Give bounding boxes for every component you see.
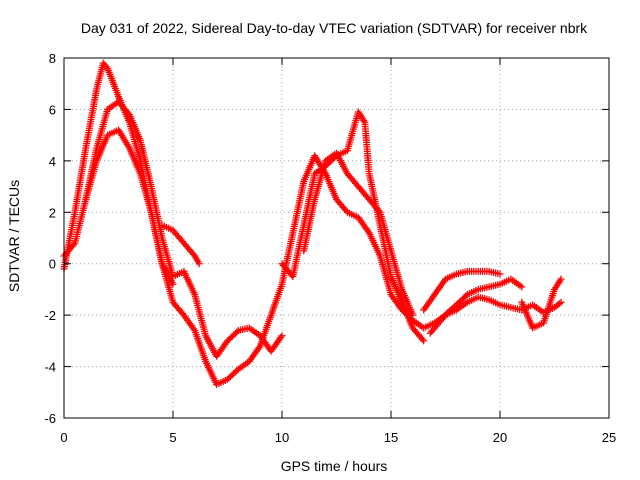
data-point (557, 298, 565, 306)
y-tick-label: -6 (44, 411, 56, 426)
series-arc-3 (82, 126, 177, 288)
data-point (70, 241, 78, 249)
y-tick-label: 8 (49, 51, 56, 66)
chart-title: Day 031 of 2022, Sidereal Day-to-day VTE… (81, 20, 588, 36)
y-tick-label: 0 (49, 257, 56, 272)
axis-ticks (63, 57, 610, 419)
data-point (342, 207, 350, 215)
data-point (233, 328, 241, 336)
y-axis-label: SDTVAR / TECUs (6, 180, 22, 292)
series-arc-6 (300, 149, 417, 319)
y-tick-label: -4 (44, 360, 56, 375)
y-tick-label: 6 (49, 102, 56, 117)
data-point (555, 300, 563, 308)
data-point (195, 260, 203, 268)
data-point (124, 109, 132, 117)
data-point (409, 311, 417, 319)
x-axis-label: GPS time / hours (281, 458, 388, 474)
series-arc-8 (426, 275, 526, 337)
x-tick-label: 5 (169, 430, 176, 445)
data-point (462, 292, 470, 300)
x-tick-label: 20 (493, 430, 507, 445)
data-point (189, 250, 197, 258)
y-tick-label: 4 (49, 154, 56, 169)
data-point (496, 270, 504, 278)
y-tick-label: 2 (49, 205, 56, 220)
data-point (169, 280, 177, 288)
data-point (557, 275, 565, 283)
series-arc-9 (518, 275, 565, 332)
data-point (420, 337, 428, 345)
x-tick-label: 10 (275, 430, 289, 445)
data-point (375, 207, 383, 215)
data-point (418, 335, 426, 343)
plot-frame (63, 57, 610, 419)
series-arc-4 (158, 221, 203, 268)
y-tick-label: -2 (44, 308, 56, 323)
series-arc-5 (278, 108, 428, 345)
series-arc-7 (420, 267, 504, 314)
x-tick-label: 15 (384, 430, 398, 445)
grid-lines (64, 58, 609, 418)
tick-labels: 0 5 10 15 20 25 -6 -4 -2 0 2 4 6 8 (44, 51, 616, 445)
data-point (518, 283, 526, 291)
x-tick-label: 25 (602, 430, 616, 445)
x-tick-label: 0 (60, 430, 67, 445)
data-marks (60, 59, 565, 389)
data-point (278, 332, 286, 340)
series-arc-1 (60, 59, 565, 389)
